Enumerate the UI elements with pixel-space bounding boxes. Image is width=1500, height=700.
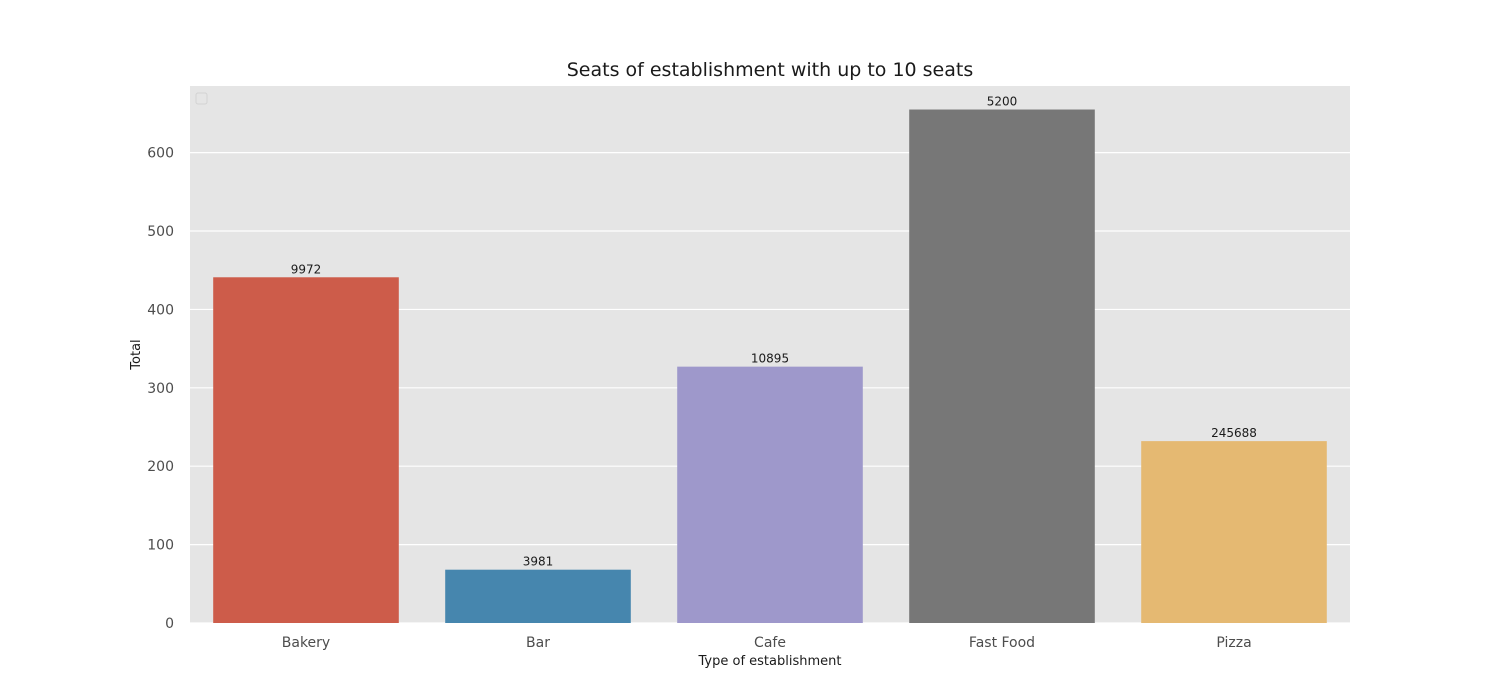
bar-value-label: 10895 (751, 352, 789, 366)
x-tick-label: Bar (526, 635, 550, 651)
x-axis-ticks: Bakery Bar Cafe Fast Food Pizza (282, 635, 1252, 651)
bar-fast-food (909, 109, 1095, 623)
legend-box (195, 92, 208, 105)
y-tick-label: 300 (147, 381, 174, 397)
bar-bakery (213, 277, 399, 623)
chart-title: Seats of establishment with up to 10 sea… (567, 59, 974, 81)
bar-cafe (677, 366, 863, 623)
bar-value-labels: 9972 3981 10895 5200 245688 (291, 95, 1257, 569)
bar-pizza (1141, 441, 1327, 623)
y-tick-label: 400 (147, 302, 174, 318)
y-axis-ticks: 0 100 200 300 400 500 600 (147, 146, 174, 632)
y-axis-title: Total (129, 339, 144, 370)
y-tick-label: 500 (147, 224, 174, 240)
y-tick-label: 100 (147, 538, 174, 554)
y-tick-label: 0 (165, 616, 174, 632)
x-tick-label: Cafe (754, 635, 786, 651)
bar-value-label: 3981 (523, 555, 554, 569)
bar-bar (445, 569, 631, 623)
bar-value-label: 9972 (291, 262, 322, 276)
x-axis-title: Type of establishment (698, 654, 842, 669)
y-tick-label: 600 (147, 146, 174, 162)
bar-value-label: 5200 (987, 95, 1018, 109)
bar-value-label: 245688 (1211, 426, 1257, 440)
x-tick-label: Bakery (282, 635, 330, 651)
x-tick-label: Fast Food (969, 635, 1035, 651)
x-tick-label: Pizza (1216, 635, 1251, 651)
y-tick-label: 200 (147, 459, 174, 475)
bars (213, 109, 1327, 623)
